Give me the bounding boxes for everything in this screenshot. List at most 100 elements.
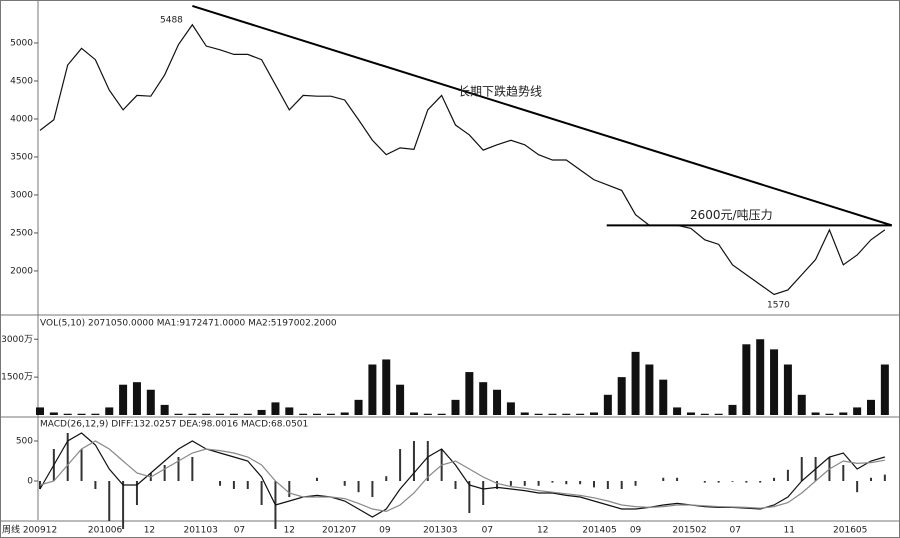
volume-bar (659, 379, 668, 415)
x-tick-label: 201502 (672, 526, 706, 536)
peak-label: 5488 (160, 16, 183, 26)
y-tick-label: 3000 (10, 190, 33, 200)
y-tick-label: 5000 (10, 38, 33, 48)
volume-bar (603, 394, 612, 415)
volume-bar (867, 399, 875, 415)
x-tick-label: 11 (784, 526, 795, 536)
volume-bar (437, 413, 446, 415)
volume-header: VOL(5,10) 2071050.0000 MA1:9172471.0000 … (40, 319, 337, 329)
volume-bar (728, 404, 737, 415)
x-tick-label: 09 (379, 526, 391, 536)
volume-bar (49, 412, 58, 415)
x-tick-label: 09 (630, 526, 642, 536)
volume-bar (742, 344, 751, 415)
x-tick-label: 07 (482, 526, 493, 536)
x-tick-label: 200912 (23, 526, 57, 536)
volume-bar (645, 364, 654, 415)
macd-line (39, 440, 885, 513)
y-tick-label: 1500万 (1, 373, 33, 383)
x-tick-label: 07 (234, 526, 245, 536)
volume-bar (770, 349, 779, 415)
volume-bar (299, 413, 308, 415)
low-label: 1570 (767, 301, 790, 311)
volume-bar (853, 407, 862, 415)
volume-bar (368, 364, 377, 415)
volume-bar (132, 382, 141, 415)
period-label: 周线 (2, 524, 20, 536)
volume-bar (91, 413, 100, 415)
volume-bar (756, 339, 765, 415)
volume-bar (340, 412, 349, 415)
volume-bar (382, 359, 391, 415)
x-tick-label: 201207 (322, 526, 356, 536)
x-tick-label: 12 (284, 526, 295, 536)
y-tick-label: 500 (16, 437, 33, 447)
volume-bar (313, 413, 321, 415)
volume-bar (188, 413, 197, 415)
volume-bar (714, 413, 723, 415)
y-tick-label: 2000 (10, 266, 33, 276)
volume-bar (257, 409, 266, 415)
volume-bar (506, 402, 515, 415)
x-tick-label: 12 (537, 526, 548, 536)
volume-bar (811, 412, 820, 415)
volume-bar (673, 407, 682, 415)
volume-bar (271, 402, 280, 415)
volume-bar (783, 364, 792, 415)
y-tick-label: 0 (27, 477, 33, 487)
x-tick-label: 201006 (88, 526, 123, 536)
volume-bar (243, 413, 252, 415)
x-tick-label: 07 (730, 526, 741, 536)
resistance-label: 2600元/吨压力 (690, 208, 773, 222)
volume-bar (825, 413, 834, 415)
volume-bar (839, 412, 848, 415)
y-tick-label: 3500 (10, 152, 33, 162)
macd-line (39, 432, 886, 518)
x-tick-label: 201303 (423, 526, 457, 536)
volume-bar (409, 412, 418, 415)
price-line (39, 23, 886, 296)
volume-bar (576, 413, 585, 415)
volume-bar (686, 412, 695, 415)
macd-header: MACD(26,12,9) DIFF:132.0257 DEA:98.0016 … (40, 420, 308, 430)
x-tick-label: 12 (144, 526, 155, 536)
volume-bar (562, 413, 571, 415)
volume-bar (105, 407, 114, 415)
volume-bar (617, 377, 626, 415)
volume-bar (700, 413, 709, 415)
volume-bar (119, 384, 128, 415)
x-tick-label: 201103 (183, 526, 217, 536)
volume-bar (451, 399, 460, 415)
volume-bar (63, 413, 72, 415)
y-tick-label: 4000 (10, 114, 33, 124)
volume-bar (285, 407, 294, 415)
volume-bar (396, 384, 405, 415)
volume-bar (880, 364, 889, 415)
volume-bar (326, 413, 335, 415)
volume-bar (146, 389, 155, 415)
volume-bar (354, 399, 363, 415)
y-tick-label: 3000万 (1, 335, 33, 345)
volume-bar (174, 413, 183, 415)
volume-bar (520, 412, 529, 415)
volume-bar (590, 412, 598, 415)
y-tick-label: 4500 (10, 76, 33, 86)
x-tick-label: 201405 (582, 526, 616, 536)
volume-bar (493, 389, 502, 415)
volume-bar (797, 394, 806, 415)
volume-bar (216, 413, 225, 415)
volume-bar (423, 413, 432, 415)
volume-bar (465, 372, 474, 415)
volume-bar (202, 413, 211, 415)
trendline-label: 长期下跌趋势线 (458, 84, 542, 99)
volume-bar (160, 404, 169, 415)
volume-bar (77, 413, 86, 415)
y-tick-label: 2500 (10, 228, 33, 238)
trendline (192, 4, 893, 227)
volume-bar (548, 413, 557, 415)
volume-bar (631, 351, 640, 415)
volume-bar (36, 407, 44, 415)
volume-bar (479, 382, 488, 415)
